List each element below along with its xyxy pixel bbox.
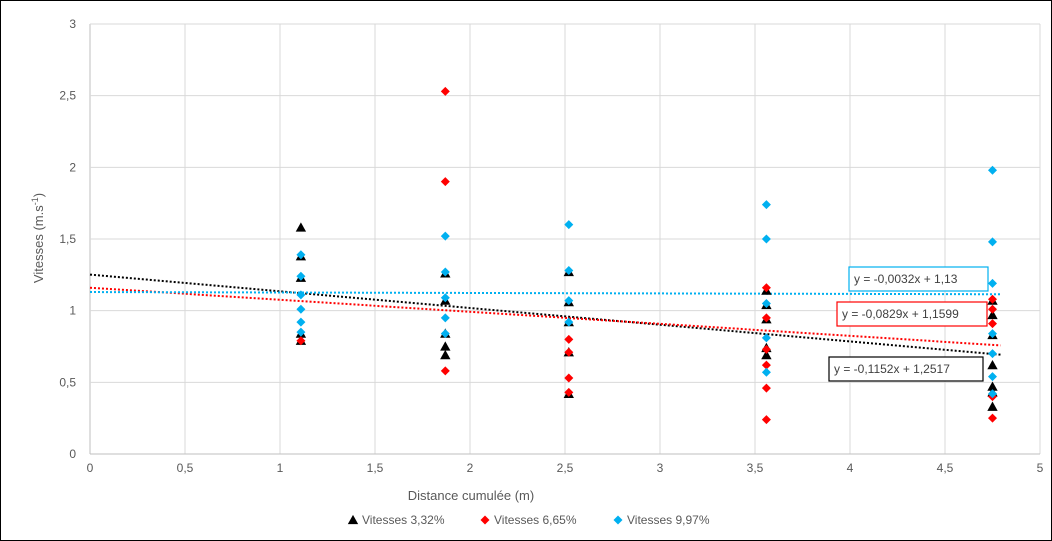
data-point-series-3 bbox=[988, 165, 997, 175]
x-tick-label: 1 bbox=[277, 461, 284, 475]
data-point-series-2 bbox=[761, 344, 771, 354]
data-point-series-3 bbox=[440, 293, 450, 303]
data-point-series-3 bbox=[296, 327, 306, 337]
legend-marker-series-1 bbox=[347, 514, 359, 525]
trend-equation-label: y = -0,0032x + 1,13 bbox=[854, 272, 958, 286]
trendline-series-2 bbox=[89, 286, 1001, 347]
x-tick-label: 2 bbox=[467, 461, 474, 475]
y-tick-label: 1 bbox=[69, 304, 76, 318]
legend-label-series-2: Vitesses 6,65% bbox=[494, 513, 577, 527]
data-point-series-1 bbox=[987, 381, 998, 391]
data-point-series-2 bbox=[761, 313, 771, 323]
trendline-series-1 bbox=[89, 273, 1001, 356]
y-axis-title: Vitesses (m.s-1) bbox=[30, 193, 46, 283]
data-point-series-3 bbox=[296, 271, 306, 281]
x-tick-label: 4 bbox=[847, 461, 854, 475]
trend-equation-box bbox=[848, 266, 989, 292]
y-tick-label: 2 bbox=[69, 160, 76, 174]
data-point-series-3 bbox=[988, 278, 997, 288]
data-point-series-3 bbox=[296, 317, 306, 327]
y-tick-label: 3 bbox=[69, 17, 76, 31]
y-axis-title-main: Vitesses (m.s bbox=[31, 205, 46, 283]
data-point-series-3 bbox=[988, 329, 997, 339]
data-point-series-1 bbox=[440, 349, 451, 360]
data-point-series-2 bbox=[564, 347, 574, 357]
data-point-series-1 bbox=[987, 309, 998, 320]
y-tick-label: 0,5 bbox=[59, 375, 76, 389]
data-point-series-3 bbox=[564, 220, 574, 230]
x-tick-label: 4,5 bbox=[937, 461, 954, 475]
trend-equation-box bbox=[828, 356, 984, 382]
legend-label-series-3: Vitesses 9,97% bbox=[627, 513, 710, 527]
y-tick-label: 1,5 bbox=[59, 232, 76, 246]
data-point-series-1 bbox=[987, 359, 998, 370]
data-point-series-3 bbox=[440, 329, 450, 339]
data-point-series-3 bbox=[564, 296, 574, 306]
data-point-series-2 bbox=[988, 294, 997, 304]
x-tick-label: 1,5 bbox=[367, 461, 384, 475]
x-tick-label: 0,5 bbox=[177, 461, 194, 475]
legend-marker-series-2 bbox=[480, 515, 490, 525]
gridlines bbox=[89, 23, 1041, 455]
trendline-series-3 bbox=[89, 291, 1001, 296]
data-point-series-3 bbox=[564, 317, 574, 327]
data-point-series-1 bbox=[295, 222, 307, 232]
data-point-series-2 bbox=[564, 387, 574, 397]
data-point-series-2 bbox=[761, 415, 771, 425]
axis-ticks: 0 0,5 1 1,5 2 2,5 3 3,5 4 4,5 5 0 0,5 1 1,5 2 2,5 3 bbox=[59, 17, 1043, 475]
y-tick-label: 0 bbox=[69, 447, 76, 461]
x-axis-title: Distance cumulée (m) bbox=[408, 488, 534, 503]
data-point-series-2 bbox=[761, 383, 771, 393]
data-point-series-3 bbox=[440, 231, 450, 241]
data-point-series-3 bbox=[761, 367, 771, 377]
x-tick-label: 2,5 bbox=[557, 461, 574, 475]
y-axis-title-superscript: -1 bbox=[30, 197, 40, 205]
data-points bbox=[295, 86, 998, 425]
data-point-series-3 bbox=[761, 333, 771, 343]
data-point-series-3 bbox=[296, 250, 306, 260]
data-point-series-3 bbox=[296, 304, 306, 314]
y-tick-label: 2,5 bbox=[59, 89, 76, 103]
data-point-series-2 bbox=[761, 360, 771, 370]
data-point-series-2 bbox=[761, 283, 771, 293]
data-point-series-2 bbox=[988, 413, 997, 423]
data-point-series-2 bbox=[296, 336, 306, 346]
data-point-series-2 bbox=[988, 319, 997, 329]
data-point-series-3 bbox=[988, 389, 997, 399]
trendlines bbox=[89, 273, 1001, 356]
data-point-series-2 bbox=[564, 334, 574, 344]
x-tick-label: 3 bbox=[657, 461, 664, 475]
data-point-series-3 bbox=[440, 267, 450, 277]
data-point-series-2 bbox=[440, 177, 450, 187]
legend: Vitesses 3,32% Vitesses 6,65% Vitesses 9,9… bbox=[347, 513, 710, 527]
data-point-series-3 bbox=[988, 237, 997, 247]
data-point-series-2 bbox=[988, 304, 997, 314]
data-point-series-2 bbox=[440, 366, 450, 376]
data-point-series-3 bbox=[761, 299, 771, 308]
data-point-series-2 bbox=[440, 86, 450, 96]
legend-label-series-1: Vitesses 3,32% bbox=[362, 513, 445, 527]
data-point-series-3 bbox=[988, 372, 997, 382]
x-tick-label: 0 bbox=[87, 461, 94, 475]
x-tick-label: 3,5 bbox=[747, 461, 764, 475]
trend-equation-box bbox=[836, 301, 988, 327]
trend-equation-label: y = -0,1152x + 1,2517 bbox=[834, 362, 950, 376]
y-axis-title-close: ) bbox=[31, 193, 46, 197]
trend-equations: y = -0,0032x + 1,13 y = -0,0829x + 1,1599… bbox=[828, 266, 989, 382]
data-point-series-1 bbox=[987, 401, 998, 411]
trend-equation-label: y = -0,0829x + 1,1599 bbox=[842, 307, 959, 321]
data-point-series-3 bbox=[761, 234, 771, 244]
data-point-series-3 bbox=[296, 290, 306, 300]
data-point-series-1 bbox=[761, 349, 772, 360]
data-point-series-1 bbox=[440, 341, 451, 351]
legend-marker-series-3 bbox=[613, 515, 623, 525]
data-point-series-2 bbox=[564, 373, 574, 383]
data-point-series-3 bbox=[440, 313, 450, 323]
data-point-series-3 bbox=[761, 200, 771, 210]
data-point-series-3 bbox=[564, 266, 574, 276]
data-point-series-3 bbox=[988, 349, 997, 359]
x-tick-label: 5 bbox=[1037, 461, 1044, 475]
